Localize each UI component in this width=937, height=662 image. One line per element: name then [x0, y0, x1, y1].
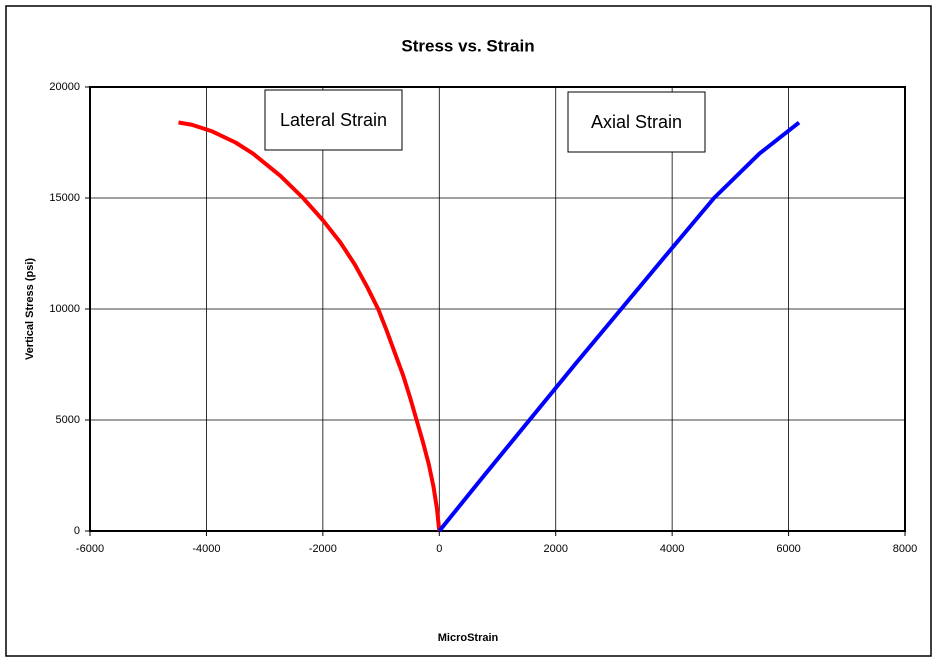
annotation-box	[264, 89, 403, 151]
x-tick-label: 6000	[776, 543, 800, 555]
y-axis-label: Vertical Stress (psi)	[24, 258, 36, 360]
x-tick-label: 4000	[660, 543, 684, 555]
chart-title: Stress vs. Strain	[401, 36, 534, 55]
annotation: Lateral Strain	[280, 110, 387, 130]
plot-area	[89, 86, 906, 532]
x-tick-label: -2000	[309, 543, 337, 555]
x-axis-label: MicroStrain	[438, 632, 499, 644]
x-tick-label: 8000	[893, 543, 917, 555]
y-tick-label: 5000	[56, 414, 80, 426]
series-line	[178, 120, 442, 532]
annotation: Axial Strain	[591, 112, 682, 132]
x-tick-label: -6000	[76, 543, 104, 555]
x-tick-label: 2000	[543, 543, 567, 555]
series-line	[437, 120, 801, 533]
y-tick-label: 15000	[49, 192, 80, 204]
y-tick-label: 10000	[49, 303, 80, 315]
chart-border	[5, 5, 932, 657]
x-tick-label: -4000	[192, 543, 220, 555]
y-tick-label: 20000	[49, 81, 80, 93]
x-tick-label: 0	[436, 543, 442, 555]
y-tick-label: 0	[74, 525, 80, 537]
annotation-box	[567, 91, 706, 153]
